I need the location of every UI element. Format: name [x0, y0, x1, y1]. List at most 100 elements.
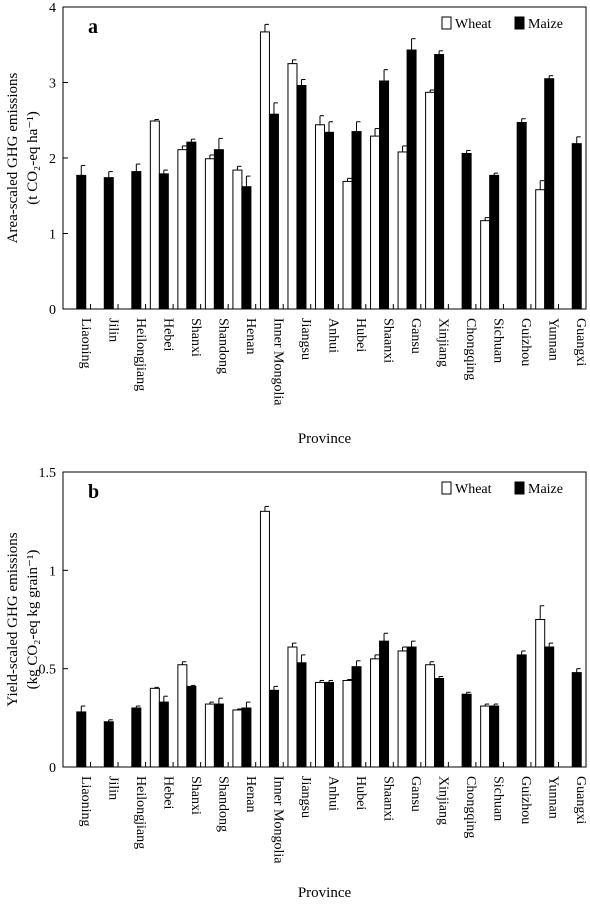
province-label: Yunnan	[546, 776, 561, 819]
bar-wheat	[287, 646, 298, 768]
province-label: Shanxi	[188, 776, 203, 815]
bar-wheat	[232, 709, 243, 768]
y-axis-title: Yield-scaled GHG emissions	[5, 532, 21, 706]
y-tick-label: 0	[49, 303, 56, 318]
bar-maize	[544, 78, 555, 310]
province-label: Hubei	[353, 776, 368, 810]
bar-wheat	[425, 91, 436, 310]
y-tick-label: 1.5	[39, 466, 57, 481]
bar-maize	[351, 131, 362, 310]
legend-swatch-maize	[514, 481, 525, 495]
bar-maize	[406, 49, 417, 310]
bar-wheat	[480, 220, 491, 310]
bar-maize	[186, 685, 197, 768]
province-label: Liaoning	[78, 318, 93, 369]
legend-swatch-maize	[514, 16, 525, 30]
bar-wheat	[177, 149, 188, 310]
province-label: Shandong	[215, 776, 230, 832]
bar-wheat	[232, 169, 243, 310]
y-tick-label: 2	[49, 152, 56, 167]
y-tick-label: 0.5	[39, 663, 57, 678]
bar-maize	[103, 721, 114, 768]
bar-maize	[324, 131, 334, 310]
y-tick-label: 1	[49, 228, 56, 243]
y-axis-unit: (t CO₂-eq ha⁻¹)	[25, 111, 41, 204]
province-label: Inner Mongolia	[270, 776, 285, 864]
bar-wheat	[370, 658, 381, 768]
province-label: Gansu	[408, 776, 423, 812]
y-axis-title: Area-scaled GHG emissions	[5, 72, 21, 243]
bar-wheat	[287, 63, 298, 310]
province-label: Liaoning	[78, 776, 93, 827]
bar-maize	[379, 80, 390, 310]
legend: Wheat Maize	[441, 481, 563, 497]
bar-maize	[213, 149, 224, 310]
bar-wheat	[149, 687, 160, 768]
bar-maize	[131, 707, 142, 768]
bar-wheat	[535, 619, 546, 768]
bar-maize	[158, 173, 169, 310]
bar-maize	[268, 113, 279, 310]
province-label: Guangxi	[573, 776, 588, 824]
legend-label-wheat: Wheat	[455, 17, 492, 32]
legend-label-maize: Maize	[528, 482, 563, 497]
legend-swatch-wheat	[441, 481, 452, 495]
bar-wheat	[259, 510, 270, 768]
chart-panel-a: 0 1 2 3 4 Liaoning Jilin Heilongjiang Hebei Shanx…	[5, 1, 588, 447]
province-label: Jilin	[105, 776, 120, 800]
bar-maize	[103, 177, 114, 310]
province-label: Inner Mongolia	[270, 318, 285, 406]
province-label: Anhui	[326, 776, 341, 811]
bar-wheat	[177, 664, 188, 768]
province-label: Guizhou	[518, 776, 533, 824]
bar-wheat	[425, 664, 436, 768]
legend: Wheat Maize	[441, 16, 563, 32]
y-tick-label: 0	[49, 761, 56, 776]
bar-maize	[296, 662, 307, 768]
x-axis-title: Province	[298, 431, 352, 447]
province-label: Yunnan	[546, 318, 561, 361]
panel-letter: a	[88, 16, 98, 38]
bar-wheat	[342, 679, 353, 768]
bar-maize	[351, 666, 362, 768]
bar-maize	[516, 654, 527, 768]
bar-maize	[379, 640, 390, 768]
province-label: Jiangsu	[298, 776, 313, 818]
province-label: Jiangsu	[298, 318, 313, 360]
bar-maize	[461, 693, 472, 768]
bar-wheat	[480, 705, 491, 768]
province-label: Heilongjiang	[133, 776, 148, 849]
bar-maize	[241, 186, 252, 310]
province-label: Henan	[243, 776, 258, 813]
bar-maize	[516, 122, 527, 310]
bar-maize	[76, 174, 87, 310]
bar-maize	[268, 689, 279, 768]
bar-wheat	[397, 650, 408, 768]
bar-wheat	[204, 703, 215, 768]
province-label: Sichuan	[491, 318, 506, 363]
legend-label-wheat: Wheat	[455, 482, 492, 497]
province-label: Sichuan	[491, 776, 506, 821]
bar-maize	[544, 646, 555, 768]
bar-wheat	[149, 120, 160, 310]
province-label: Chongqing	[463, 318, 478, 380]
province-label: Shandong	[215, 318, 230, 374]
bar-maize	[76, 711, 87, 768]
province-label: Xinjiang	[436, 318, 451, 367]
y-tick-label: 4	[49, 1, 56, 16]
bar-maize	[241, 707, 252, 768]
bar-maize	[158, 701, 169, 768]
bar-maize	[571, 143, 582, 310]
province-label: Xinjiang	[436, 776, 451, 825]
bar-maize	[296, 85, 307, 310]
province-label: Chongqing	[463, 776, 478, 838]
bar-maize	[186, 141, 197, 310]
bar-maize	[489, 174, 500, 310]
bar-wheat	[397, 151, 408, 310]
bar-wheat	[315, 124, 325, 310]
province-label: Jilin	[105, 318, 120, 342]
x-axis-title: Province	[298, 885, 352, 901]
panel-letter: b	[88, 481, 99, 503]
province-label: Hebei	[160, 318, 175, 352]
